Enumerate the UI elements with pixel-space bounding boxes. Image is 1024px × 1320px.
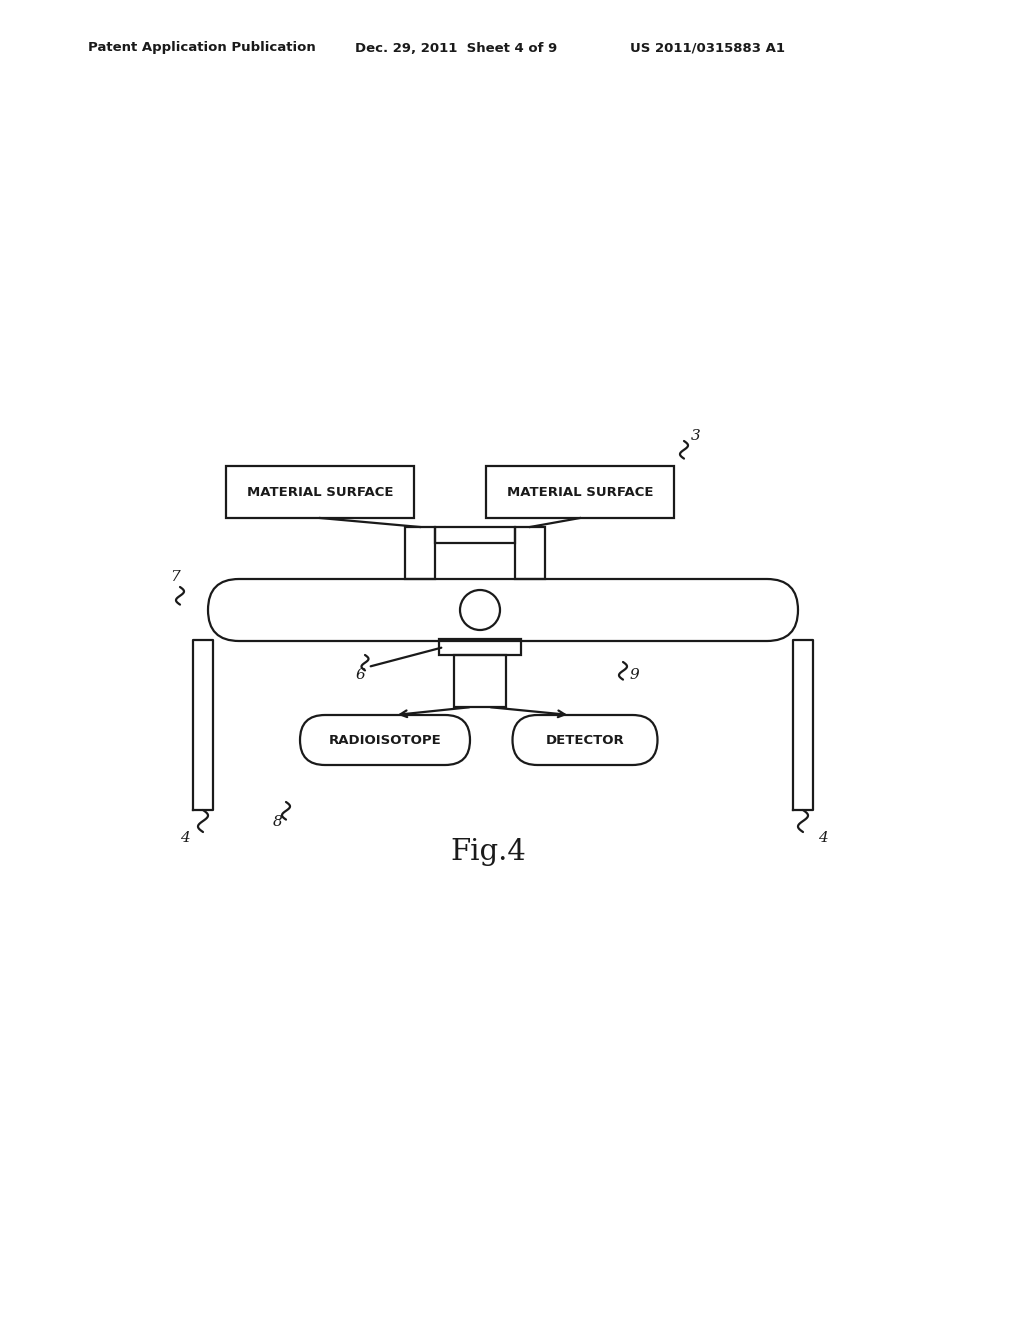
Bar: [454, 655, 506, 708]
Text: DETECTOR: DETECTOR: [546, 734, 625, 747]
Text: 4: 4: [180, 832, 189, 845]
Text: RADIOISOTOPE: RADIOISOTOPE: [329, 734, 441, 747]
Text: 3: 3: [691, 429, 700, 444]
Text: Patent Application Publication: Patent Application Publication: [88, 41, 315, 54]
Text: Fig.4: Fig.4: [451, 838, 526, 866]
Bar: [515, 527, 545, 579]
Text: MATERIAL SURFACE: MATERIAL SURFACE: [507, 486, 653, 499]
Bar: [435, 527, 515, 543]
Text: 7: 7: [170, 570, 180, 583]
Bar: [439, 639, 521, 655]
Text: US 2011/0315883 A1: US 2011/0315883 A1: [630, 41, 785, 54]
Text: 9: 9: [629, 668, 639, 682]
Text: 4: 4: [818, 832, 827, 845]
Text: MATERIAL SURFACE: MATERIAL SURFACE: [247, 486, 393, 499]
Text: 8: 8: [273, 814, 283, 829]
Text: Dec. 29, 2011  Sheet 4 of 9: Dec. 29, 2011 Sheet 4 of 9: [355, 41, 557, 54]
Bar: [406, 527, 435, 579]
Bar: [486, 466, 674, 517]
Bar: [226, 466, 414, 517]
Text: 6: 6: [355, 668, 365, 682]
